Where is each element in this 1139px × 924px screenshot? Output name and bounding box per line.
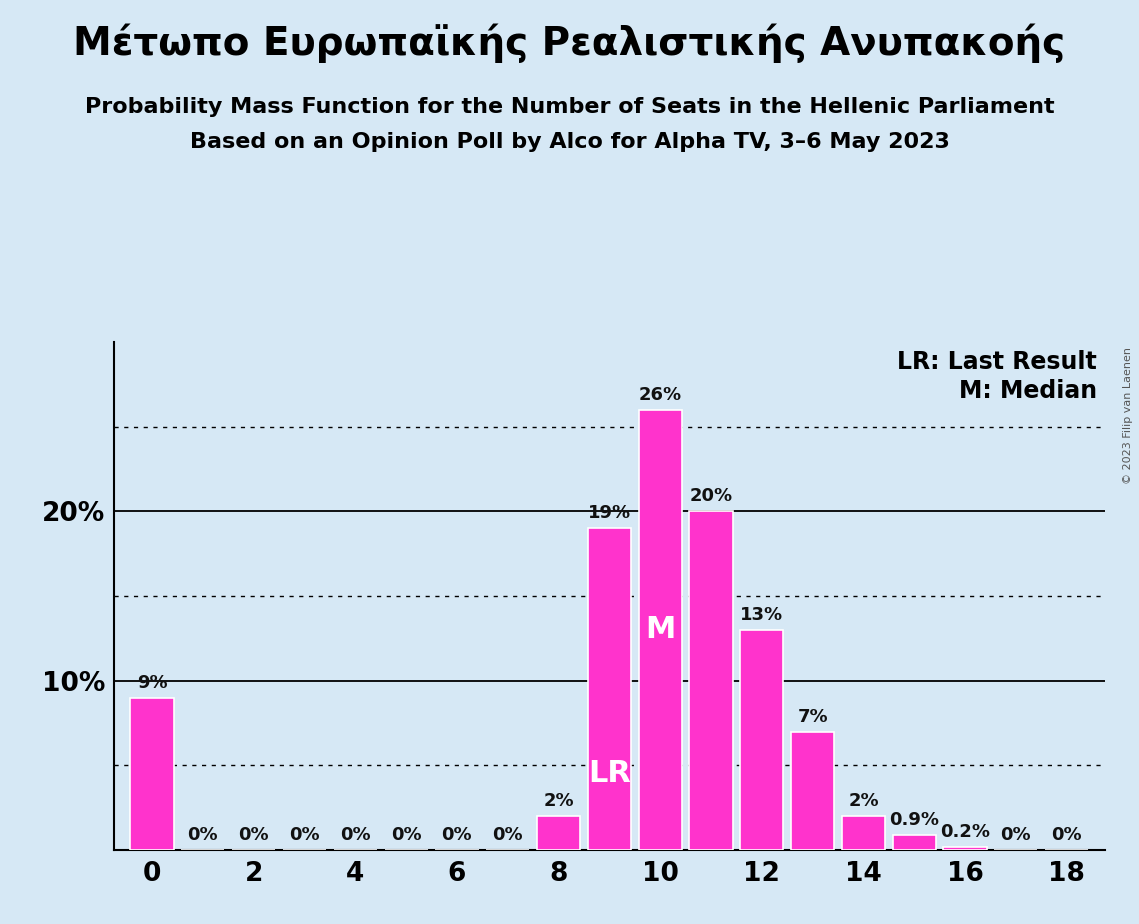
Text: LR: Last Result: LR: Last Result [898, 350, 1097, 374]
Text: 0%: 0% [238, 826, 269, 845]
Bar [842, 816, 885, 850]
Bar [893, 835, 936, 850]
Text: 0%: 0% [188, 826, 219, 845]
Bar [689, 511, 732, 850]
Bar [740, 630, 784, 850]
Text: M: Median: M: Median [959, 379, 1097, 403]
Text: Based on an Opinion Poll by Alco for Alpha TV, 3–6 May 2023: Based on an Opinion Poll by Alco for Alp… [189, 132, 950, 152]
Text: 9%: 9% [137, 674, 167, 692]
Bar [588, 529, 631, 850]
Text: 20%: 20% [689, 487, 732, 505]
Text: Μέτωπο Ευρωπαϊκής Ρεαλιστικής Ανυπακοής: Μέτωπο Ευρωπαϊκής Ρεαλιστικής Ανυπακοής [73, 23, 1066, 63]
Bar [130, 698, 173, 850]
Text: 0%: 0% [391, 826, 421, 845]
Text: 0.9%: 0.9% [890, 811, 940, 829]
Text: 2%: 2% [849, 792, 879, 810]
Text: 0%: 0% [492, 826, 523, 845]
Text: 13%: 13% [740, 606, 784, 624]
Text: M: M [645, 615, 675, 644]
Text: © 2023 Filip van Laenen: © 2023 Filip van Laenen [1123, 347, 1133, 484]
Bar [639, 409, 682, 850]
Text: 2%: 2% [543, 792, 574, 810]
Text: Probability Mass Function for the Number of Seats in the Hellenic Parliament: Probability Mass Function for the Number… [84, 97, 1055, 117]
Bar [536, 816, 580, 850]
Text: 0%: 0% [289, 826, 320, 845]
Bar [790, 732, 834, 850]
Text: 0%: 0% [442, 826, 473, 845]
Text: LR: LR [588, 760, 631, 788]
Text: 0%: 0% [1000, 826, 1031, 845]
Bar [943, 846, 986, 850]
Text: 7%: 7% [797, 708, 828, 725]
Text: 26%: 26% [639, 385, 682, 404]
Text: 0%: 0% [339, 826, 370, 845]
Text: 0.2%: 0.2% [940, 822, 990, 841]
Text: 19%: 19% [588, 505, 631, 522]
Text: 0%: 0% [1051, 826, 1082, 845]
